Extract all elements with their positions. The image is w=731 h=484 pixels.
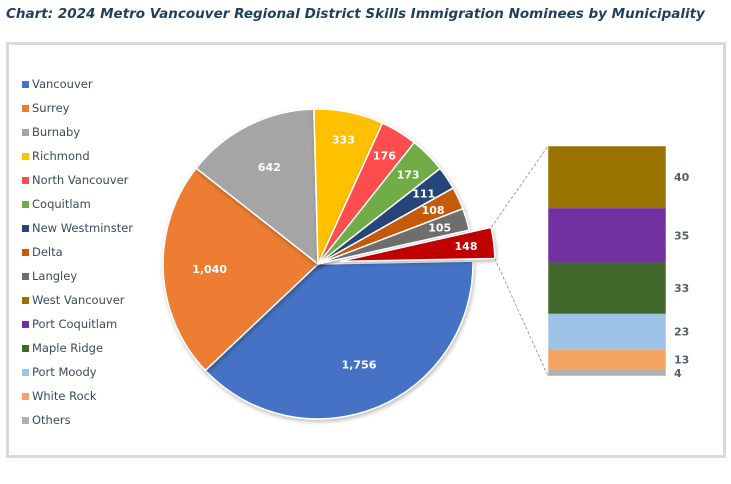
legend-item-vancouver: Vancouver [22,72,133,96]
legend-label: Maple Ridge [32,341,104,355]
chart-legend: Vancouver Surrey Burnaby Richmond North Vanc… [22,72,133,432]
legend-item-burnaby: Burnaby [22,120,133,144]
legend-label: New Westminster [32,221,134,235]
bar-segment-others [548,369,666,376]
slice-label-others: 148 [455,240,478,253]
slice-label-north-vancouver: 176 [373,150,396,163]
chart-title: Chart: 2024 Metro Vancouver Regional Dis… [6,6,705,22]
legend-swatch [22,128,29,136]
legend-swatch [22,320,29,328]
legend-item-north-vancouver: North Vancouver [22,168,133,192]
bar-label-port-moody: 23 [674,326,689,339]
slice-label-surrey: 1,040 [192,263,227,276]
legend-swatch [22,224,29,232]
legend-label: White Rock [32,389,97,403]
legend-label: Delta [32,245,63,259]
legend-item-langley: Langley [22,264,133,288]
legend-item-others: Others [22,408,133,432]
bar-label-white-rock: 13 [674,354,689,367]
connector-line-top [490,145,549,228]
bar-segment-maple-ridge [548,262,666,314]
bar-label-maple-ridge: 33 [674,282,689,295]
pie-slice-langley [317,207,471,265]
legend-label: Port Coquitlam [32,317,118,331]
legend-swatch [22,176,29,184]
legend-swatch [22,344,29,352]
slice-label-delta: 108 [422,204,445,217]
legend-label: West Vancouver [32,293,125,307]
legend-label: Coquitlam [32,197,91,211]
legend-label: North Vancouver [32,173,129,187]
bar-label-port-coquitlam: 35 [674,229,689,242]
legend-item-new-westminster: New Westminster [22,216,133,240]
slice-label-vancouver: 1,756 [342,359,377,372]
bar-segment-port-moody [548,313,666,350]
legend-item-surrey: Surrey [22,96,133,120]
bar-segment-west-vancouver [548,146,666,209]
legend-swatch [22,416,29,424]
legend-swatch [22,248,29,256]
pie-slice-burnaby [195,108,319,266]
legend-label: Port Moody [32,365,97,379]
legend-item-coquitlam: Coquitlam [22,192,133,216]
legend-item-port-coquitlam: Port Coquitlam [22,312,133,336]
legend-item-maple-ridge: Maple Ridge [22,336,133,360]
slice-label-richmond: 333 [332,134,355,147]
legend-swatch [22,296,29,304]
legend-swatch [22,152,29,160]
legend-swatch [22,272,29,280]
legend-item-west-vancouver: West Vancouver [22,288,133,312]
legend-label: Others [32,413,71,427]
legend-item-delta: Delta [22,240,133,264]
slice-label-burnaby: 642 [258,161,281,174]
bar-segment-port-coquitlam [548,208,666,263]
slice-label-langley: 105 [428,221,451,234]
legend-item-richmond: Richmond [22,144,133,168]
pie-slice-surrey [162,167,320,372]
legend-label: Surrey [32,101,70,115]
legend-swatch [22,200,29,208]
legend-label: Burnaby [32,125,81,139]
legend-swatch [22,368,29,376]
legend-item-port-moody: Port Moody [22,360,133,384]
bar-outline [547,145,667,377]
legend-label: Langley [32,269,78,283]
legend-swatch [22,104,29,112]
legend-swatch [22,392,29,400]
legend-label: Vancouver [32,77,93,91]
bar-label-others: 4 [674,367,682,380]
legend-label: Richmond [32,149,90,163]
bar-label-west-vancouver: 40 [674,171,690,184]
slice-label-coquitlam: 173 [397,168,420,181]
legend-swatch [22,80,29,88]
slice-label-new-westminster: 111 [412,188,435,201]
bar-segment-white-rock [548,349,666,370]
legend-item-white-rock: White Rock [22,384,133,408]
connector-line-bottom [494,258,549,377]
pie-slice-vancouver [204,260,474,420]
